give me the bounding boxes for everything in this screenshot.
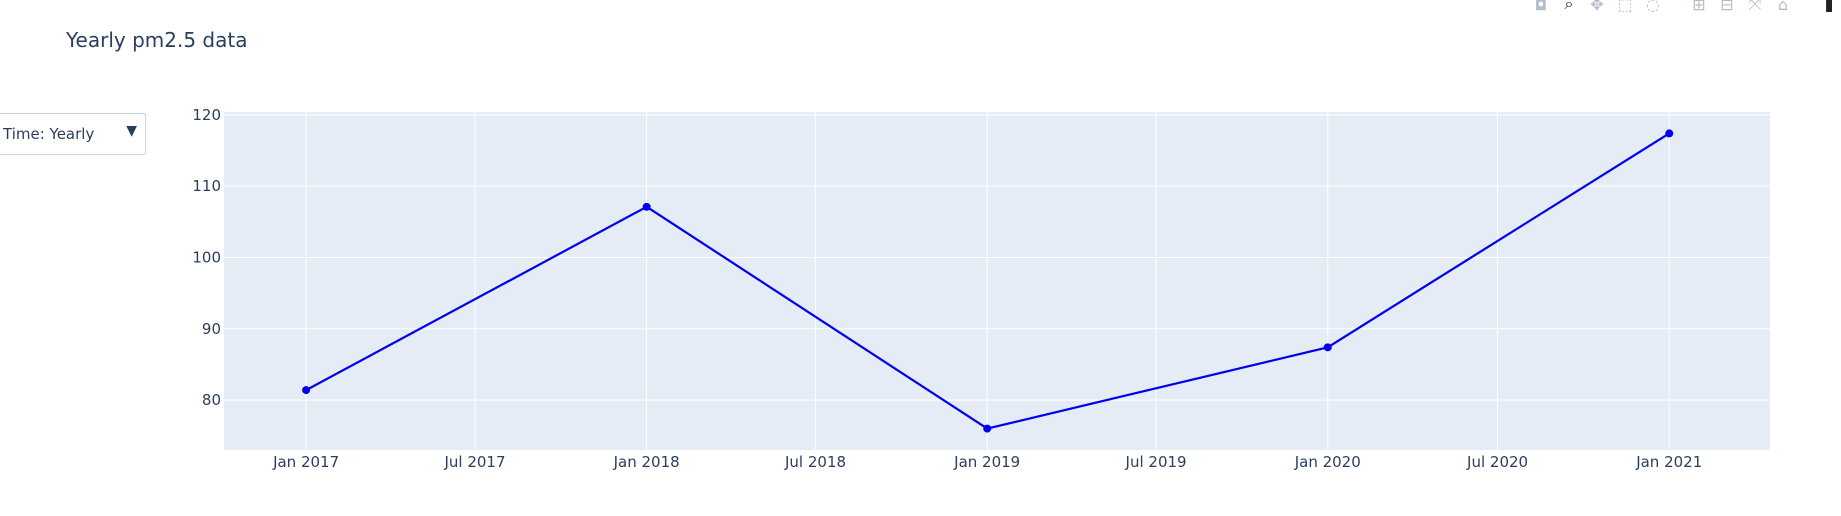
zoom-icon[interactable]: ⌕ (1564, 0, 1574, 13)
x-tick-label: Jul 2019 (1125, 453, 1187, 471)
x-tick-label: Jan 2020 (1294, 453, 1361, 471)
time-dropdown[interactable]: Time: Yearly ▼ (0, 113, 146, 155)
x-tick-label: Jan 2019 (953, 453, 1020, 471)
y-tick-label: 100 (192, 248, 221, 266)
pan-icon[interactable]: ✥ (1590, 0, 1604, 14)
zoom-in-icon[interactable]: ⊞ (1692, 0, 1706, 14)
x-tick-label: Jan 2021 (1635, 453, 1702, 471)
x-tick-label: Jan 2018 (613, 453, 680, 471)
autoscale-icon[interactable]: ⤧ (1748, 0, 1762, 13)
data-point[interactable] (642, 202, 651, 211)
plotly-logo-icon[interactable]: ▮ (1824, 0, 1834, 14)
y-tick-label: 80 (202, 391, 221, 409)
camera-icon[interactable]: ◘ (1534, 0, 1548, 14)
data-point[interactable] (1665, 129, 1674, 138)
page-title: Yearly pm2.5 data (66, 28, 248, 52)
x-tick-label: Jul 2018 (784, 453, 846, 471)
y-tick-label: 90 (202, 320, 221, 338)
chevron-down-icon: ▼ (126, 123, 137, 139)
y-tick-label: 110 (192, 177, 221, 195)
box-select-icon[interactable]: ⬚ (1617, 0, 1633, 14)
data-point[interactable] (983, 424, 992, 433)
x-tick-label: Jan 2017 (272, 453, 339, 471)
reset-axes-icon[interactable]: ⌂ (1777, 0, 1789, 14)
zoom-out-icon[interactable]: ⊟ (1720, 0, 1734, 14)
data-point[interactable] (302, 386, 311, 395)
x-tick-label: Jul 2017 (443, 453, 505, 471)
modebar: ◘ ⌕ ✥ ⬚ ◌ ⊞ ⊟ ⤧ ⌂ ▮ (1529, 0, 1841, 14)
y-tick-label: 120 (192, 106, 221, 124)
plot-area (224, 112, 1770, 450)
lasso-select-icon[interactable]: ◌ (1646, 0, 1660, 14)
dropdown-label: Time: Yearly (3, 125, 95, 143)
x-tick-label: Jul 2020 (1466, 453, 1528, 471)
data-point[interactable] (1323, 343, 1332, 352)
